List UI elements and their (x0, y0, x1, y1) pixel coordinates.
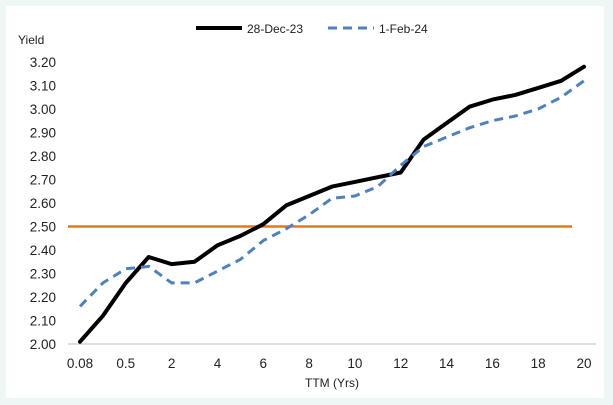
y-tick-label: 3.10 (30, 79, 56, 94)
x-tick-label: 12 (393, 356, 408, 371)
y-tick-label: 2.90 (30, 126, 56, 141)
x-tick-label: 0.08 (67, 356, 93, 371)
series-layer (78, 64, 586, 344)
y-tick-label: 2.30 (30, 267, 56, 282)
y-tick-label: 3.00 (30, 102, 56, 117)
yield-curve-chart: 28-Dec-23 1-Feb-24 Yield 2.00 2.10 2.20 2.30… (18, 22, 596, 390)
y-tick-label: 2.50 (30, 220, 56, 235)
x-tick-label: 0.5 (116, 356, 135, 371)
y-tick-label: 2.20 (30, 290, 56, 305)
legend-label: 28-Dec-23 (247, 22, 303, 36)
x-tick-label: 14 (439, 356, 455, 371)
y-tick-label: 3.20 (30, 55, 56, 70)
series-line-28-dec-23 (78, 64, 586, 344)
x-tick-label: 6 (260, 356, 268, 371)
x-tick-label: 4 (214, 356, 222, 371)
x-tick-label: 10 (347, 356, 362, 371)
x-tick-label: 20 (576, 356, 591, 371)
chart-frame: 28-Dec-23 1-Feb-24 Yield 2.00 2.10 2.20 2.30… (6, 6, 604, 398)
y-tick-label: 2.10 (30, 314, 56, 329)
legend-label: 1-Feb-24 (379, 22, 428, 36)
y-tick-label: 2.00 (30, 337, 56, 352)
x-axis-title: TTM (Yrs) (305, 376, 359, 390)
y-tick-label: 2.40 (30, 243, 56, 258)
y-axis-ticks: 2.00 2.10 2.20 2.30 2.40 2.50 2.60 2.70 2.80 2.90… (30, 55, 56, 352)
y-axis-title: Yield (18, 33, 44, 47)
series-line-1-feb-24 (78, 79, 585, 308)
x-tick-label: 8 (305, 356, 313, 371)
legend: 28-Dec-23 1-Feb-24 (196, 22, 428, 36)
x-tick-label: 16 (485, 356, 500, 371)
x-axis-ticks: 0.08 0.5 2 4 6 8 10 12 14 16 18 20 (67, 356, 592, 371)
y-tick-label: 2.70 (30, 173, 56, 188)
y-tick-label: 2.80 (30, 149, 56, 164)
x-tick-label: 18 (531, 356, 546, 371)
y-tick-label: 2.60 (30, 196, 56, 211)
x-tick-label: 2 (168, 356, 176, 371)
